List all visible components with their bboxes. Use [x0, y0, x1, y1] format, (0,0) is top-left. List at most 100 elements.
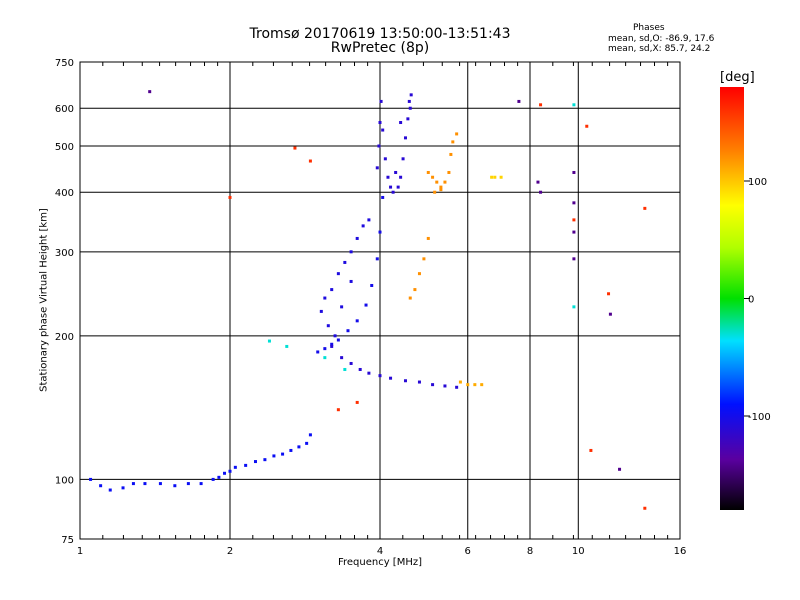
data-point: [297, 445, 301, 449]
grid-lines: [80, 62, 680, 539]
data-point: [330, 342, 334, 346]
data-point: [381, 128, 385, 132]
chart-title-line2: RwPretec (8p): [330, 40, 430, 56]
data-point: [399, 121, 403, 125]
data-point: [643, 506, 647, 510]
colorbar-tick-label: 100: [748, 177, 767, 188]
data-point: [330, 344, 334, 348]
data-point: [607, 292, 611, 296]
data-point: [431, 175, 435, 179]
data-point: [426, 170, 430, 174]
data-point: [355, 236, 359, 240]
data-point: [466, 383, 470, 387]
data-point: [499, 175, 503, 179]
data-point: [358, 367, 362, 371]
data-point: [391, 190, 395, 194]
data-point: [355, 400, 359, 404]
data-point: [336, 408, 340, 412]
data-point: [361, 224, 365, 228]
y-tick-label: 750: [55, 58, 74, 69]
data-point: [289, 448, 293, 452]
data-point: [403, 136, 407, 140]
data-points: [89, 90, 647, 510]
data-point: [233, 465, 237, 469]
data-point: [223, 471, 227, 475]
data-point: [340, 356, 344, 360]
data-point: [401, 157, 405, 161]
data-point: [316, 350, 320, 354]
data-point: [572, 305, 576, 309]
data-point: [211, 477, 215, 481]
data-point: [173, 484, 177, 488]
data-point: [431, 383, 435, 387]
data-point: [455, 132, 459, 136]
data-point: [263, 458, 267, 462]
data-point: [375, 257, 379, 261]
x-tick-label: 4: [377, 546, 383, 557]
data-point: [407, 99, 411, 103]
data-point: [443, 384, 447, 388]
data-point: [285, 344, 289, 348]
phases-x-stats: mean, sd,X: 85.7, 24.2: [608, 44, 711, 54]
colorbar-tick-label: -100: [748, 412, 771, 423]
data-point: [490, 175, 494, 179]
phases-o-stats: mean, sd,O: -86.9, 17.6: [608, 34, 715, 44]
x-tick-label: 1: [77, 546, 83, 557]
data-point: [244, 463, 248, 467]
data-point: [572, 201, 576, 205]
data-point: [346, 329, 350, 333]
x-tick-label: 8: [527, 546, 533, 557]
data-point: [336, 272, 340, 276]
data-point: [143, 482, 147, 486]
data-point: [608, 312, 612, 316]
data-point: [383, 157, 387, 161]
data-point: [381, 195, 385, 199]
colorbar: [720, 87, 744, 510]
data-point: [131, 482, 135, 486]
data-point: [589, 448, 593, 452]
data-point: [377, 144, 381, 148]
data-point: [89, 477, 93, 481]
data-point: [349, 361, 353, 365]
data-point: [336, 338, 340, 342]
data-point: [99, 484, 103, 488]
data-point: [572, 218, 576, 222]
data-point: [343, 367, 347, 371]
data-point: [409, 93, 413, 97]
data-point: [618, 467, 622, 471]
data-point: [455, 385, 459, 389]
data-point: [349, 250, 353, 254]
data-point: [447, 170, 451, 174]
axis-ticks: 1 2 4 6 8 10 16 75 100 200 300 400 500 600 750: [55, 58, 686, 557]
x-tick-label: 2: [227, 546, 233, 557]
phases-heading: Phases: [633, 23, 665, 33]
x-tick-label: 6: [465, 546, 471, 557]
plot-frame: [79, 61, 681, 540]
colorbar-ticks: 100 0 -100: [744, 177, 771, 423]
data-point: [158, 482, 162, 486]
data-point: [305, 441, 309, 445]
data-point: [539, 190, 543, 194]
y-tick-label: 75: [61, 535, 74, 546]
data-point: [199, 482, 203, 486]
data-point: [319, 309, 323, 313]
data-point: [378, 121, 382, 125]
data-point: [148, 90, 152, 94]
data-point: [375, 166, 379, 170]
data-point: [413, 288, 417, 292]
y-tick-label: 500: [55, 142, 74, 153]
y-tick-label: 400: [55, 188, 74, 199]
chart-title-line1: Tromsø 20170619 13:50:00-13:51:43: [249, 26, 511, 42]
data-point: [433, 190, 437, 194]
data-point: [340, 305, 344, 309]
data-point: [517, 99, 521, 103]
data-point: [364, 303, 368, 307]
y-tick-label: 300: [55, 248, 74, 259]
data-point: [323, 347, 327, 351]
data-point: [422, 257, 426, 261]
data-point: [293, 146, 297, 150]
data-point: [121, 486, 125, 490]
data-point: [326, 324, 330, 328]
data-point: [389, 185, 393, 189]
data-point: [439, 188, 443, 192]
